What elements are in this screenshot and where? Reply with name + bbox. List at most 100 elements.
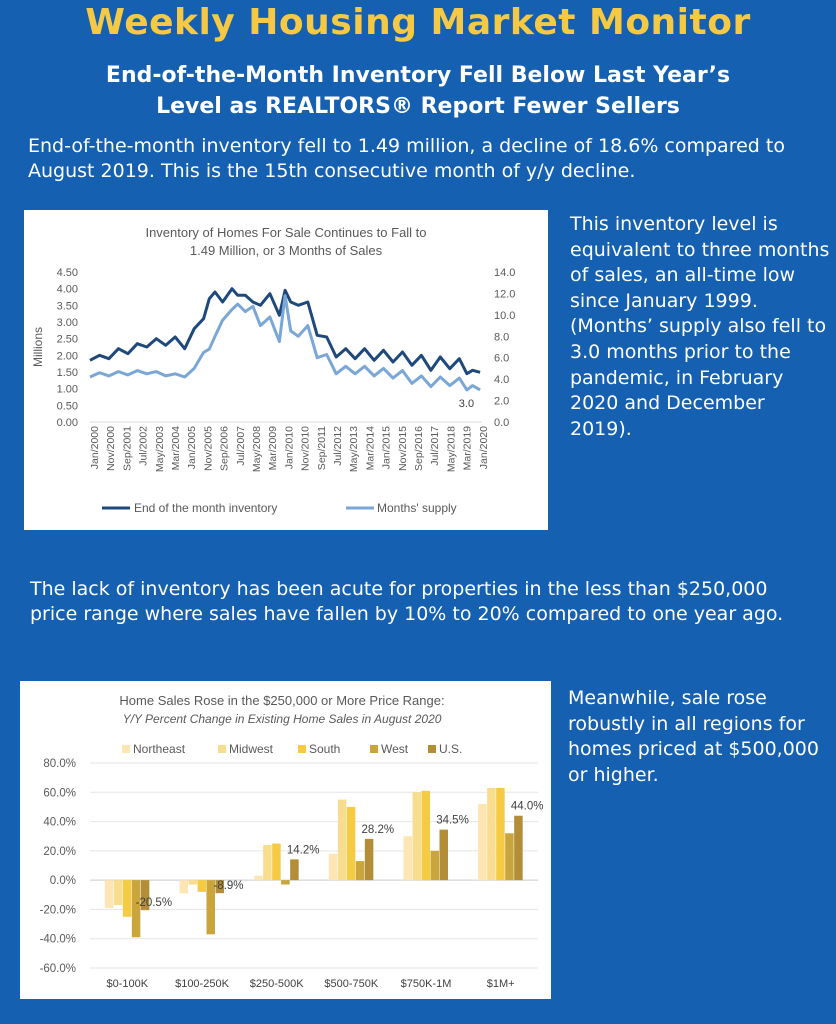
x-tick-label: Mar/2004 (170, 426, 182, 471)
price-range-paragraph: The lack of inventory has been acute for… (30, 578, 784, 625)
y2-tick-label: 10.0 (494, 310, 515, 322)
legend-swatch (298, 745, 306, 753)
x-tick-label: Jan/2005 (186, 426, 198, 469)
legend-label: Months' supply (377, 501, 457, 515)
bar (113, 880, 123, 906)
inventory-commentary: This inventory level is equivalent to th… (570, 213, 830, 440)
x-tick-label: $750K-1M (401, 978, 452, 990)
y2-tick-label: 4.0 (494, 374, 509, 386)
legend-label: End of the month inventory (134, 501, 277, 515)
bar (215, 880, 224, 894)
page-subtitle: End-of-the-Month Inventory Fell Below La… (0, 60, 836, 122)
annotation-label: 3.0 (459, 398, 474, 410)
bar (403, 836, 412, 881)
y2-tick-label: 8.0 (494, 331, 509, 343)
y-tick-label: 0.00 (57, 417, 78, 429)
sales-chart-panel: Home Sales Rose in the $250,000 or More … (20, 681, 551, 999)
legend-swatch (218, 745, 226, 753)
us-data-label: 34.5% (436, 815, 469, 827)
bar (290, 859, 299, 881)
sales-bar-chart: Home Sales Rose in the $250,000 or More … (40, 693, 544, 990)
x-tick-label: Sep/2011 (316, 426, 328, 470)
subtitle-line-1: End-of-the-Month Inventory Fell Below La… (105, 63, 731, 88)
bar (514, 815, 523, 881)
y-tick-label: 20.0% (43, 846, 76, 858)
y-tick-label: -60.0% (40, 963, 76, 975)
bar (263, 845, 272, 881)
x-tick-label: Sep/2006 (219, 426, 231, 471)
x-tick-label: Nov/2000 (105, 426, 117, 471)
y-tick-label: 60.0% (43, 787, 76, 799)
y2-tick-label: 2.0 (494, 396, 509, 408)
y-tick-label: -20.0% (40, 904, 76, 916)
intro-paragraph: End-of-the-month inventory fell to 1.49 … (28, 135, 785, 182)
y-tick-label: 2.00 (57, 350, 78, 362)
x-tick-label: Sep/2001 (121, 426, 133, 471)
x-tick-label: Jan/2010 (283, 426, 295, 469)
bar (104, 880, 114, 908)
x-tick-label: May/2013 (348, 426, 360, 472)
legend-swatch (122, 745, 130, 753)
x-tick-label: Mar/2009 (267, 426, 279, 471)
bar (421, 790, 430, 881)
x-tick-label: May/2018 (445, 426, 457, 472)
y-tick-label: 3.00 (57, 317, 78, 329)
bar (328, 853, 338, 881)
subtitle-line-2: Level as REALTORS® Report Fewer Sellers (156, 94, 680, 119)
bar (430, 850, 439, 881)
x-tick-label: $1M+ (487, 978, 515, 990)
bar (206, 880, 215, 935)
us-data-label: 28.2% (362, 824, 395, 836)
bar (272, 843, 281, 881)
x-tick-label: $250-500K (250, 978, 304, 990)
bar (140, 880, 150, 911)
us-data-label: 44.0% (511, 801, 544, 813)
bar (346, 806, 356, 881)
y-tick-label: 2.50 (57, 334, 78, 346)
x-tick-label: Nov/2005 (202, 426, 214, 471)
inventory-line-chart: Inventory of Homes For Sale Continues to… (31, 225, 515, 515)
x-tick-label: Sep/2016 (413, 426, 425, 471)
us-data-label: -20.5% (136, 897, 172, 909)
x-tick-label: $0-100K (107, 978, 149, 990)
legend-label: U.S. (439, 742, 462, 756)
bar (254, 875, 263, 881)
bar (188, 880, 197, 885)
bar (412, 792, 421, 881)
page-title: Weekly Housing Market Monitor (85, 2, 751, 43)
y-tick-label: 0.0% (50, 875, 76, 887)
x-tick-label: $100-250K (175, 978, 229, 990)
bar (496, 787, 505, 881)
x-tick-label: Jan/2015 (381, 426, 393, 469)
x-tick-label: Mar/2019 (462, 426, 474, 471)
bar (179, 880, 188, 894)
legend-label: Midwest (229, 742, 274, 756)
y-tick-label: 80.0% (43, 758, 76, 770)
x-tick-label: Mar/2014 (364, 426, 376, 471)
us-data-label: 14.2% (287, 844, 320, 856)
y-tick-label: 4.50 (57, 267, 78, 279)
regional-commentary: Meanwhile, sale rose robustly in all reg… (568, 687, 819, 786)
y-tick-label: 4.00 (57, 284, 78, 296)
bar (122, 880, 132, 917)
x-tick-label: Jul/2002 (138, 426, 150, 466)
bar (364, 838, 374, 881)
x-tick-label: Jul/2007 (235, 426, 247, 466)
bar (478, 804, 487, 881)
series-line-0 (89, 287, 481, 376)
legend-label: West (381, 742, 409, 756)
y-axis-label: Millions (31, 327, 45, 367)
x-tick-label: Jan/2020 (478, 426, 490, 469)
y2-tick-label: 12.0 (494, 288, 515, 300)
us-data-label: -8.9% (213, 880, 243, 892)
series-line-1 (89, 294, 481, 392)
x-tick-label: Jan/2000 (89, 426, 101, 469)
x-tick-label: Jul/2012 (332, 426, 344, 466)
y-tick-label: 1.50 (57, 367, 78, 379)
legend-swatch (370, 745, 378, 753)
y-tick-label: 0.50 (57, 400, 78, 412)
x-tick-label: Nov/2010 (300, 426, 312, 471)
bar (487, 787, 496, 881)
inventory-chart-panel: Inventory of Homes For Sale Continues to… (24, 210, 548, 530)
y-tick-label: 1.00 (57, 384, 78, 396)
